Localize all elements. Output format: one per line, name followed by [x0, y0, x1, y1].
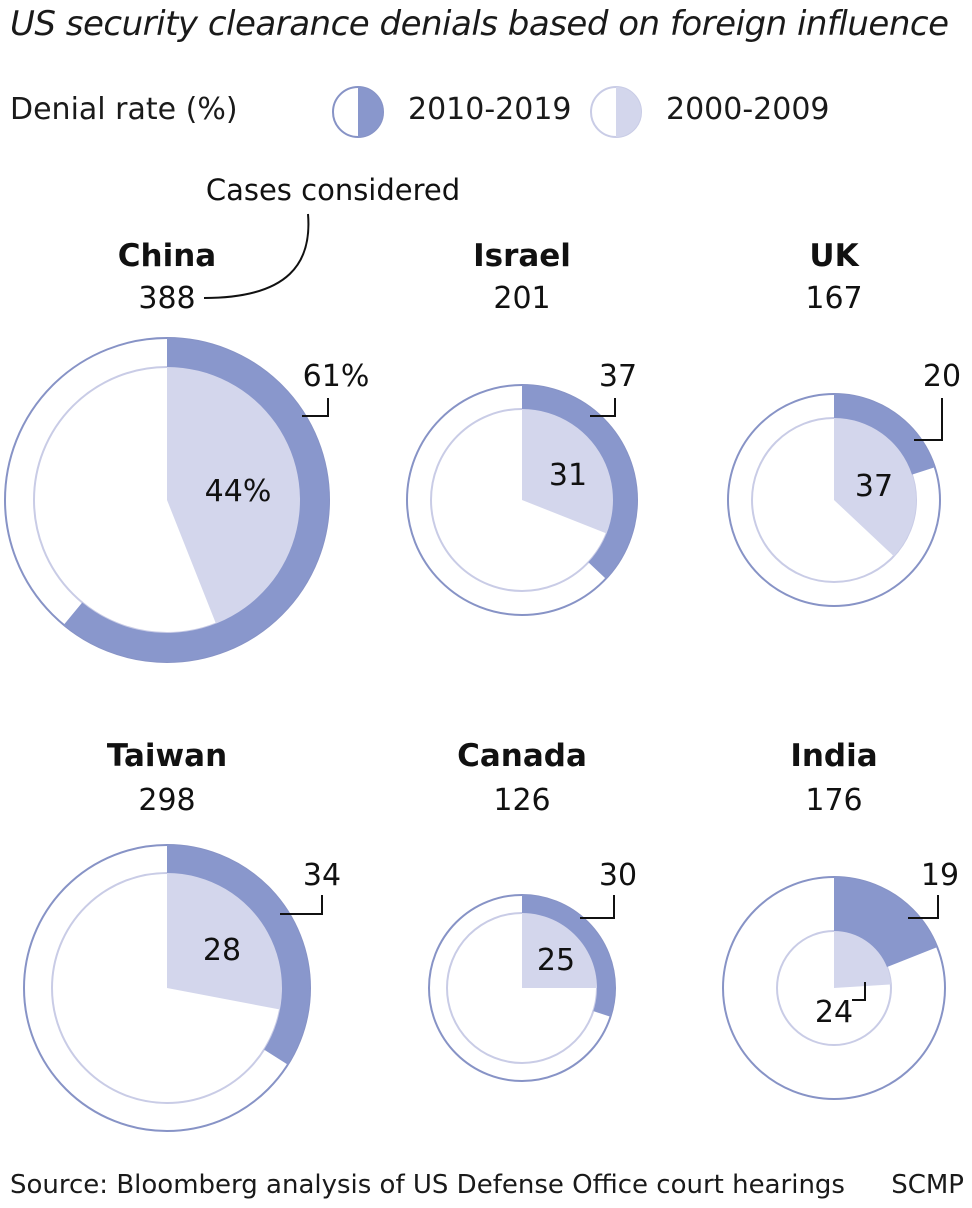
- credit: SCMP: [891, 1170, 964, 1200]
- legend-item-recent: 2010-2019: [408, 92, 572, 127]
- taiwan-leader-2010-2019: [280, 895, 323, 915]
- israel-leader-2010-2019: [590, 398, 616, 417]
- canada-label-2010-2019: 30: [599, 858, 637, 893]
- taiwan-label-2010-2019: 34: [303, 858, 341, 893]
- uk-label-2000-2009: 37: [855, 469, 893, 504]
- india-label-2000-2009: 24: [815, 995, 853, 1030]
- cases-considered-note: Cases considered: [206, 173, 460, 207]
- israel-name: Israel: [473, 238, 571, 274]
- taiwan-arc-2010-2019: [167, 845, 310, 1065]
- uk-leader-2010-2019: [914, 398, 943, 441]
- legend-icon-earlier-half: [616, 87, 641, 137]
- canada-slice-2000-2009: [522, 913, 597, 988]
- india-cases: 176: [805, 783, 862, 818]
- israel-cases: 201: [493, 281, 550, 316]
- india-label-2010-2019: 19: [921, 858, 959, 893]
- canada-cases: 126: [493, 783, 550, 818]
- israel-slice-2000-2009: [522, 409, 614, 534]
- legend-item-earlier: 2000-2009: [666, 92, 830, 127]
- taiwan-label-2000-2009: 28: [203, 933, 241, 968]
- china-label-2010-2019: 61%: [303, 359, 370, 394]
- uk-slice-2000-2009: [834, 418, 917, 557]
- chart-title: US security clearance denials based on f…: [10, 4, 949, 44]
- china-name: China: [118, 238, 216, 274]
- taiwan-cases: 298: [138, 783, 195, 818]
- china-arc-2010-2019: [63, 338, 330, 662]
- uk-cases: 167: [805, 281, 862, 316]
- india-slice-2000-2009: [834, 931, 891, 988]
- india-leader-2000-2009: [852, 982, 866, 1001]
- canada-arc-2010-2019: [522, 895, 616, 1017]
- india-name: India: [790, 738, 877, 774]
- cases-considered-leader: [203, 213, 310, 299]
- uk-name: UK: [809, 238, 859, 274]
- china-cases: 388: [138, 281, 195, 316]
- china-slice-2000-2009: [167, 367, 300, 624]
- source-note: Source: Bloomberg analysis of US Defense…: [10, 1170, 845, 1200]
- uk-arc-2010-2019: [834, 394, 935, 475]
- uk-label-2010-2019: 20: [923, 359, 961, 394]
- legend-icon-recent-half: [358, 87, 383, 137]
- taiwan-name: Taiwan: [107, 738, 227, 774]
- canada-name: Canada: [457, 738, 587, 774]
- israel-arc-2010-2019: [522, 385, 637, 579]
- china-leader-2010-2019: [302, 398, 329, 417]
- india-arc-2010-2019: [834, 877, 938, 968]
- canada-label-2000-2009: 25: [537, 943, 575, 978]
- china-label-2000-2009: 44%: [205, 474, 272, 509]
- india-leader-2010-2019: [908, 895, 939, 919]
- israel-label-2000-2009: 31: [549, 458, 587, 493]
- israel-label-2010-2019: 37: [599, 359, 637, 394]
- legend-label: Denial rate (%): [10, 92, 238, 127]
- canada-leader-2010-2019: [580, 895, 615, 919]
- taiwan-slice-2000-2009: [167, 873, 282, 1010]
